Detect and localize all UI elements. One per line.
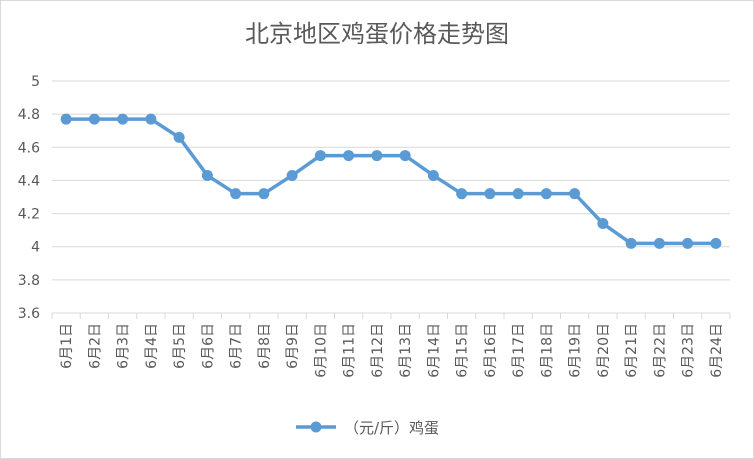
x-tick-label: 6月3日 [116, 323, 132, 369]
data-point [173, 131, 185, 143]
data-point [427, 169, 439, 181]
x-tick-label: 6月14日 [426, 323, 442, 378]
data-point [484, 188, 496, 200]
x-tick-label: 6月7日 [229, 323, 245, 369]
x-tick-label: 6月17日 [511, 323, 527, 378]
data-point [456, 188, 468, 200]
data-point [258, 188, 270, 200]
y-tick-label: 4.2 [18, 207, 40, 223]
x-tick-label: 6月10日 [313, 323, 329, 378]
x-tick-label: 6月6日 [200, 323, 216, 369]
x-tick-label: 6月21日 [624, 323, 640, 378]
series-group [60, 113, 722, 249]
x-tick-label: 6月15日 [455, 323, 471, 378]
x-tick-label: 6月12日 [370, 323, 386, 378]
data-point [286, 169, 298, 181]
x-tick-label: 6月1日 [59, 323, 75, 369]
data-point [145, 113, 157, 125]
x-tick-label: 6月8日 [257, 323, 273, 369]
data-point [60, 113, 72, 125]
data-point [230, 188, 242, 200]
legend-label: （元/斤）鸡蛋 [344, 419, 439, 437]
data-point [399, 150, 411, 162]
x-tick-label: 6月13日 [398, 323, 414, 378]
x-tick-label: 6月11日 [342, 323, 358, 378]
x-tick-label: 6月19日 [568, 323, 584, 378]
data-point [569, 188, 581, 200]
x-tick-label: 6月16日 [483, 323, 499, 378]
data-point [597, 218, 609, 230]
x-tick-label: 6月22日 [652, 323, 668, 378]
y-tick-label: 4.4 [18, 173, 40, 189]
x-tick-label: 6月24日 [709, 323, 725, 378]
x-axis: 6月1日 6月2日 6月3日 6月4日 6月5日 6月6日 6月7日 6月8日 6月9日 6月10… [51, 313, 731, 378]
data-point [117, 113, 129, 125]
x-tick-label: 6月20日 [596, 323, 612, 378]
y-tick-label: 3.6 [18, 306, 40, 322]
x-tick-label: 6月18日 [539, 323, 555, 378]
data-point [371, 150, 383, 162]
data-point [710, 237, 722, 249]
data-point [512, 188, 524, 200]
x-tick-label: 6月23日 [681, 323, 697, 378]
y-tick-label: 4 [31, 240, 40, 256]
data-point [201, 169, 213, 181]
y-tick-label: 4.6 [18, 140, 40, 156]
x-tick-label: 6月5日 [172, 323, 188, 369]
x-tick-label: 6月9日 [285, 323, 301, 369]
x-tick-label: 6月2日 [87, 323, 103, 369]
legend-marker [310, 421, 322, 433]
y-tick-label: 5 [31, 74, 40, 90]
legend: （元/斤）鸡蛋 [296, 419, 439, 437]
y-tick-label: 3.8 [18, 273, 40, 289]
data-point [314, 150, 326, 162]
data-point [653, 237, 665, 249]
data-point [682, 237, 694, 249]
gridlines [52, 80, 730, 314]
data-point [88, 113, 100, 125]
data-point [343, 150, 355, 162]
chart-title: 北京地区鸡蛋价格走势图 [245, 20, 509, 48]
y-tick-label: 4.8 [18, 107, 40, 123]
y-axis: 3.6 3.8 4 4.2 4.4 4.6 4.8 5 [18, 74, 40, 322]
series-line [66, 117, 716, 246]
x-tick-label: 6月4日 [144, 323, 160, 369]
data-point [540, 188, 552, 200]
data-point [625, 237, 637, 249]
